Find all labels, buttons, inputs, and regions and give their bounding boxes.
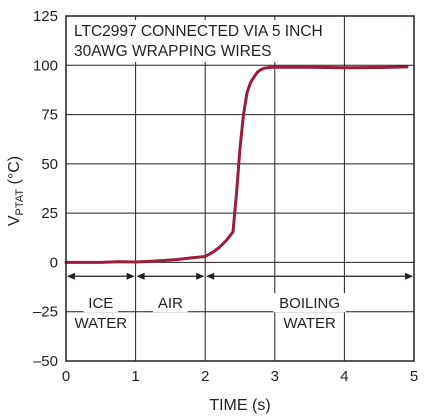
y-tick-label: –50 — [33, 353, 58, 370]
x-tick-label: 2 — [201, 368, 209, 385]
region-arrowhead-left — [136, 272, 145, 280]
region-label-bg — [273, 293, 346, 313]
region-label: BOILING — [279, 295, 340, 312]
region-label: WATER — [75, 315, 128, 332]
region-arrowhead-right — [196, 272, 205, 280]
region-arrows: ICE WATER AIR BOILING WATER — [67, 272, 413, 333]
chart-title: LTC2997 CONNECTED VIA 5 INCH 30AWG WRAPP… — [74, 23, 323, 60]
y-tick-label: 125 — [33, 8, 58, 25]
y-axis-title-subscript: PTAT — [14, 189, 26, 216]
data-series — [64, 65, 409, 264]
title-line-1: LTC2997 CONNECTED VIA 5 INCH — [74, 23, 323, 40]
y-tick-label: 100 — [33, 57, 58, 74]
region-arrowhead-right — [405, 272, 413, 280]
region-label: AIR — [158, 295, 183, 312]
region-label-bg — [74, 313, 128, 333]
region-label-bg — [153, 293, 188, 313]
region-label-bg — [282, 313, 337, 333]
x-tick-label: 1 — [131, 368, 139, 385]
x-axis-title: TIME (s) — [209, 397, 270, 414]
y-tick-label: 50 — [41, 156, 58, 173]
region-label-bg — [83, 293, 119, 313]
x-tick-labels: 0 1 2 3 4 5 — [62, 368, 418, 385]
region-label: WATER — [283, 315, 336, 332]
x-tick-label: 0 — [62, 368, 70, 385]
y-tick-label: –25 — [33, 304, 58, 321]
y-axis-title: VPTAT (°C) — [6, 156, 26, 226]
x-tick-label: 4 — [340, 368, 348, 385]
y-tick-label: 75 — [41, 107, 58, 124]
title-box — [70, 20, 338, 62]
plot-frame — [65, 15, 415, 362]
title-line-2: 30AWG WRAPPING WIRES — [74, 43, 272, 60]
region-arrowhead-right — [126, 272, 135, 280]
y-tick-label: 25 — [41, 205, 58, 222]
x-tick-label: 5 — [410, 368, 418, 385]
y-tick-label: 0 — [50, 254, 58, 271]
region-label: ICE — [88, 295, 113, 312]
series-line — [64, 65, 409, 264]
region-arrowhead-left — [67, 272, 75, 280]
y-axis-title-unit: (°C) — [6, 156, 23, 189]
y-axis-title-main: V — [6, 215, 23, 226]
y-tick-labels: –50 –25 0 25 50 75 100 125 — [33, 8, 58, 370]
x-tick-label: 3 — [271, 368, 279, 385]
region-arrowhead-left — [206, 272, 215, 280]
